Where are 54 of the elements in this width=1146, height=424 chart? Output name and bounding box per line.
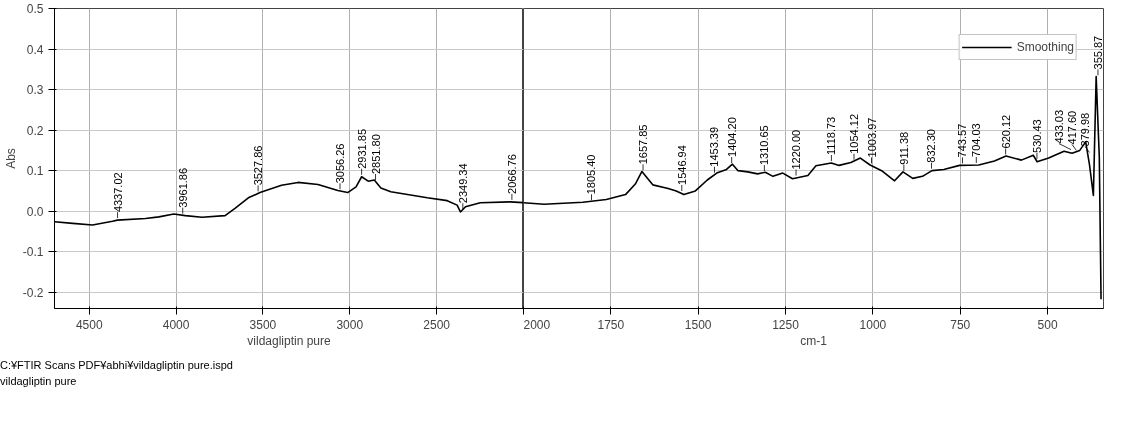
annotation: 704.03: [970, 123, 983, 157]
x-tick-label: 3000: [336, 317, 364, 332]
annotation: 1003.97: [865, 117, 878, 158]
y-tick-label: 0.5: [26, 2, 44, 16]
y-axis-title: Abs: [3, 148, 18, 169]
annotation: 1310.65: [758, 125, 771, 166]
annotation: 1054.12: [847, 113, 860, 154]
x-tick-label: 1000: [859, 317, 887, 332]
x-tick-label: 1500: [684, 317, 712, 332]
y-tick-label: -0.2: [22, 285, 44, 300]
annotation: 433.03: [1052, 109, 1065, 144]
annotation: 1404.20: [725, 117, 738, 157]
annotation: 1220.00: [790, 129, 803, 170]
y-tick-label: -0.1: [22, 245, 44, 260]
annotation: 1453.39: [708, 126, 721, 167]
y-tick-label: 0.4: [26, 42, 44, 57]
annotation: 3056.26: [334, 143, 347, 184]
annotation: 743.57: [956, 123, 969, 158]
annotation: 1546.94: [675, 145, 688, 185]
x-tick-label: 1250: [772, 317, 800, 332]
y-tick-label: 0.0: [26, 204, 44, 219]
x-tick-label: 500: [1037, 317, 1058, 332]
annotation: 355.87: [1091, 35, 1104, 70]
y-tick-label: 0.1: [26, 164, 44, 179]
x-tick-label: 4500: [75, 317, 103, 332]
annotation: 530.43: [1030, 119, 1043, 153]
annotation: 2851.80: [369, 134, 382, 175]
legend-label: Smoothing: [1016, 40, 1074, 54]
x-tick-label: 1750: [597, 317, 625, 332]
annotation: 1118.73: [825, 116, 838, 155]
x-tick-label: 4000: [162, 317, 190, 332]
annotation: 911.38: [897, 131, 910, 165]
annotation: 2066.76: [505, 154, 518, 194]
annotation: 620.12: [999, 114, 1012, 149]
annotation: 3961.86: [176, 167, 189, 208]
y-tick-label: 0.3: [26, 83, 44, 98]
annotation: 379.98: [1078, 112, 1091, 147]
x-axis-title: cm-1: [800, 333, 828, 348]
x-tick-label: 2500: [423, 317, 451, 332]
x-tick-label: 750: [950, 317, 971, 332]
x-axis-title: vildagliptin pure: [247, 333, 332, 348]
annotation: 2349.34: [456, 163, 469, 204]
annotation: 417.60: [1065, 110, 1078, 145]
annotation: 3527.86: [252, 145, 265, 186]
annotation: 2931.85: [355, 128, 368, 169]
annotation: 1657.85: [637, 124, 650, 165]
text: C:¥FTIR Scans PDF¥abhi¥vildagliptin pure.ispd: [0, 358, 233, 373]
y-tick-label: 0.2: [26, 123, 44, 138]
x-tick-label: 3500: [249, 317, 277, 332]
text: vildagliptin pure: [0, 373, 77, 389]
x-tick-label: 2000: [523, 317, 551, 332]
annotation: 832.30: [925, 129, 938, 163]
annotation: 4337.02: [111, 172, 124, 213]
annotation: 1805.40: [585, 154, 598, 195]
